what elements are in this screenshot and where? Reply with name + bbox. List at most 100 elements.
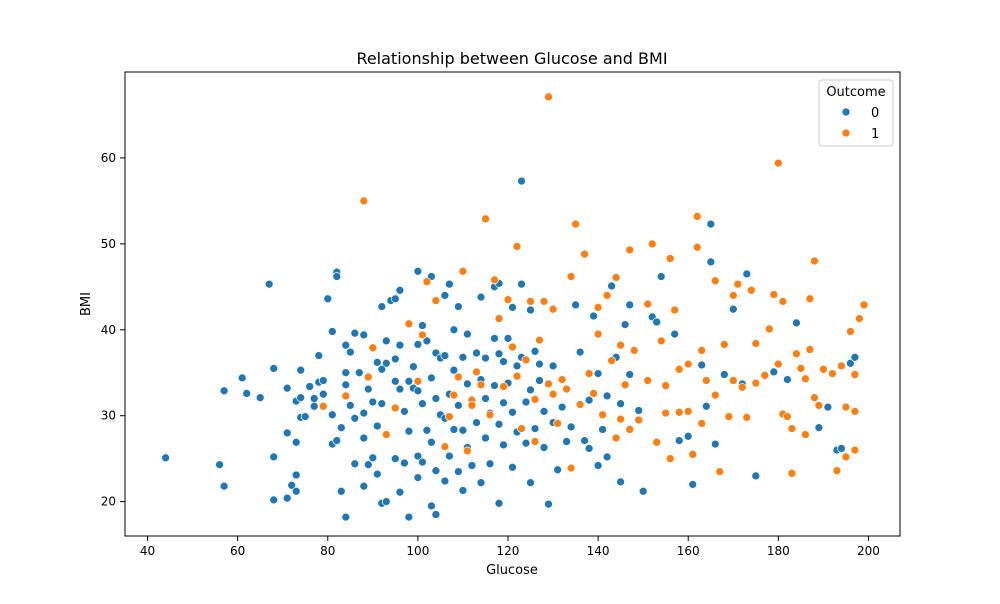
data-point <box>526 385 535 395</box>
data-point <box>566 463 576 473</box>
data-point <box>643 376 653 385</box>
data-point <box>607 281 616 291</box>
data-point <box>512 242 522 251</box>
data-point <box>593 369 603 378</box>
chart-title: Relationship between Glucose and BMI <box>356 49 667 68</box>
data-point <box>449 365 459 375</box>
data-point <box>269 495 279 505</box>
data-point <box>620 380 630 390</box>
data-point <box>314 351 324 360</box>
data-point <box>571 219 580 229</box>
data-point <box>796 364 806 373</box>
data-point <box>400 407 409 416</box>
data-point <box>458 266 468 276</box>
legend-marker <box>841 107 851 117</box>
data-point <box>598 425 607 434</box>
data-point <box>282 493 292 503</box>
data-point <box>665 454 675 464</box>
data-point <box>656 272 666 281</box>
data-point <box>359 433 369 443</box>
data-point <box>521 438 531 448</box>
data-point <box>427 437 436 447</box>
data-point <box>503 295 513 305</box>
data-point <box>395 487 405 497</box>
data-point <box>472 418 481 427</box>
data-point <box>733 279 743 289</box>
data-point <box>625 300 635 310</box>
data-point <box>327 327 337 336</box>
data-point <box>783 375 792 384</box>
data-point <box>728 291 738 300</box>
data-point <box>390 454 400 464</box>
data-point <box>580 249 589 259</box>
data-point <box>427 501 436 511</box>
data-point <box>769 367 779 377</box>
data-point <box>404 319 414 329</box>
data-point <box>291 470 301 480</box>
data-point <box>692 242 702 252</box>
data-point <box>548 389 558 399</box>
data-point <box>363 384 373 394</box>
y-axis-label: BMI <box>79 292 94 316</box>
data-point <box>345 401 355 410</box>
data-point <box>363 460 373 470</box>
data-point <box>530 346 540 356</box>
data-point <box>706 257 716 267</box>
data-point <box>688 450 698 459</box>
data-point <box>814 423 824 433</box>
data-point <box>359 330 369 340</box>
data-point <box>823 402 833 412</box>
data-point <box>318 376 328 385</box>
data-point <box>336 486 346 496</box>
data-point <box>616 399 625 409</box>
data-point <box>368 397 378 407</box>
data-point <box>674 364 684 374</box>
x-axis: 40 60 80 100 120 140 160 180 200 <box>140 536 880 558</box>
data-point <box>381 336 391 346</box>
y-tick-label: 30 <box>101 409 116 423</box>
data-point <box>548 304 558 314</box>
data-point <box>440 442 450 451</box>
data-point <box>652 437 662 447</box>
data-point <box>485 459 495 469</box>
x-tick-label: 120 <box>497 544 520 558</box>
data-point <box>499 382 508 391</box>
x-tick-label: 60 <box>230 544 245 558</box>
data-point <box>508 462 517 472</box>
data-point <box>431 296 441 305</box>
data-point <box>548 361 558 371</box>
data-point <box>566 422 576 432</box>
data-point <box>318 389 328 399</box>
data-point <box>769 290 779 299</box>
data-point <box>499 440 508 450</box>
data-point <box>359 408 369 418</box>
data-point <box>508 342 517 352</box>
data-point <box>706 219 716 229</box>
data-point <box>485 410 495 420</box>
data-point <box>719 370 729 379</box>
data-point <box>850 352 860 362</box>
data-point <box>526 297 535 306</box>
data-point <box>400 458 409 468</box>
data-point <box>381 497 391 506</box>
data-point <box>611 273 621 282</box>
data-point <box>602 391 612 401</box>
data-point <box>683 431 693 441</box>
data-point <box>490 275 499 285</box>
data-point <box>341 340 351 350</box>
data-point <box>589 389 598 398</box>
data-point <box>553 465 562 475</box>
data-point <box>427 373 436 383</box>
data-point <box>683 359 693 369</box>
data-point <box>760 370 770 380</box>
points-layer <box>161 92 869 522</box>
data-point <box>530 424 540 433</box>
legend-box <box>818 79 894 147</box>
data-point <box>566 272 576 281</box>
data-point <box>481 353 490 363</box>
data-point <box>859 300 869 310</box>
data-point <box>264 279 274 289</box>
data-point <box>215 460 224 470</box>
data-point <box>557 375 567 384</box>
data-point <box>557 402 567 412</box>
